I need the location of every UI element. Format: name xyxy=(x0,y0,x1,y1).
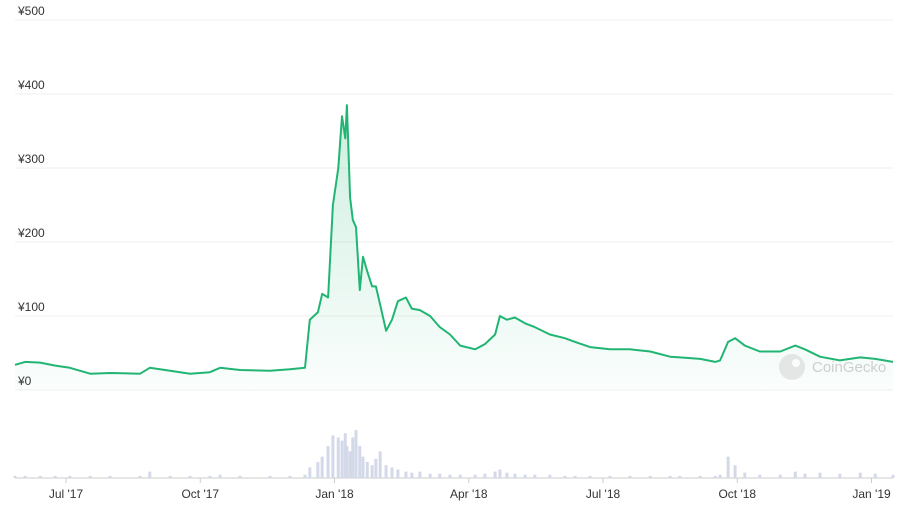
volume-bar xyxy=(38,475,42,478)
x-tick-label: Oct '18 xyxy=(718,487,756,501)
volume-bar xyxy=(326,446,330,478)
volume-bar xyxy=(608,475,612,478)
volume-bar xyxy=(678,475,682,478)
volume-bar xyxy=(873,473,877,478)
volume-bar xyxy=(88,475,92,478)
volume-bar xyxy=(698,475,702,478)
y-tick-label: ¥100 xyxy=(17,300,45,314)
volume-bar xyxy=(483,473,487,478)
x-tick-label: Jul '17 xyxy=(49,487,84,501)
volume-bar xyxy=(331,435,335,478)
volume-bar xyxy=(138,475,142,478)
volume-bar xyxy=(438,473,442,478)
volume-bar xyxy=(316,462,320,478)
volume-bar xyxy=(493,471,497,478)
volume-bar xyxy=(168,475,172,478)
volume-bar xyxy=(348,451,352,478)
volume-bar xyxy=(733,465,737,478)
y-tick-label: ¥400 xyxy=(17,78,45,92)
volume-bar xyxy=(374,458,378,478)
volume-bar xyxy=(726,456,730,478)
volume-bar xyxy=(498,469,502,478)
volume-bar xyxy=(188,475,192,478)
volume-bar xyxy=(713,475,717,478)
volume-bar xyxy=(793,471,797,478)
volume-bar xyxy=(628,475,632,478)
volume-bar xyxy=(410,472,414,478)
volume-bar xyxy=(345,446,349,478)
volume-bar xyxy=(365,462,369,478)
watermark-text: CoinGecko xyxy=(812,359,886,376)
volume-bar xyxy=(148,471,152,478)
volume-bar xyxy=(370,465,374,478)
volume-bar xyxy=(818,472,822,478)
volume-bar xyxy=(573,475,577,478)
x-tick-label: Jan '18 xyxy=(315,487,354,501)
volume-bar xyxy=(743,472,747,478)
volume-bar xyxy=(343,433,347,478)
volume-bar xyxy=(384,465,388,478)
volume-bar xyxy=(288,475,292,478)
volume-bar xyxy=(588,475,592,478)
volume-bar xyxy=(458,474,462,478)
volume-bar xyxy=(648,475,652,478)
volume-bar xyxy=(448,474,452,478)
volume-bar xyxy=(838,473,842,478)
volume-bar xyxy=(340,440,344,478)
volume-bar xyxy=(108,475,112,478)
volume-bar xyxy=(668,475,672,478)
volume-bar xyxy=(23,475,27,478)
volume-bar xyxy=(208,475,212,478)
volume-bar xyxy=(563,475,567,478)
watermark-eye xyxy=(792,359,800,367)
volume-bar xyxy=(473,474,477,478)
volume-bar xyxy=(320,456,324,478)
x-tick-label: Jan '19 xyxy=(852,487,891,501)
volume-bar xyxy=(858,472,862,478)
volume-bar xyxy=(523,474,527,478)
volume-bar xyxy=(803,473,807,478)
volume-bar xyxy=(378,451,382,478)
volume-bar xyxy=(308,467,312,478)
volume-bar xyxy=(390,467,394,478)
volume-bar xyxy=(351,437,355,478)
volume-bar xyxy=(513,473,517,478)
volume-bar xyxy=(336,437,340,478)
volume-bar xyxy=(268,475,272,478)
volume-bar xyxy=(505,472,509,478)
volume-bar xyxy=(718,474,722,478)
volume-bar xyxy=(13,475,17,478)
y-tick-label: ¥200 xyxy=(17,226,45,240)
volume-bar xyxy=(404,471,408,478)
volume-bar xyxy=(396,469,400,478)
volume-bar xyxy=(548,474,552,478)
volume-bar xyxy=(891,474,895,478)
x-tick-label: Oct '17 xyxy=(181,487,219,501)
x-tick-label: Apr '18 xyxy=(450,487,488,501)
volume-bar xyxy=(53,475,57,478)
volume-bar xyxy=(218,474,222,478)
volume-bar xyxy=(358,446,362,478)
volume-bar xyxy=(778,474,782,478)
volume-bar xyxy=(361,456,365,478)
volume-bar xyxy=(418,471,422,478)
area-fill xyxy=(15,105,893,390)
x-tick-label: Jul '18 xyxy=(586,487,621,501)
watermark: CoinGecko xyxy=(779,354,886,380)
volume-bar xyxy=(533,474,537,478)
price-line xyxy=(14,104,894,375)
y-tick-label: ¥500 xyxy=(17,4,45,18)
volume-bar xyxy=(354,430,358,478)
volume-bar xyxy=(303,474,307,478)
volume-bar xyxy=(238,475,242,478)
volume-bar xyxy=(68,475,72,478)
y-tick-label: ¥300 xyxy=(17,152,45,166)
volume-bar xyxy=(758,474,762,478)
volume-bar xyxy=(428,473,432,478)
watermark-logo xyxy=(779,354,805,380)
